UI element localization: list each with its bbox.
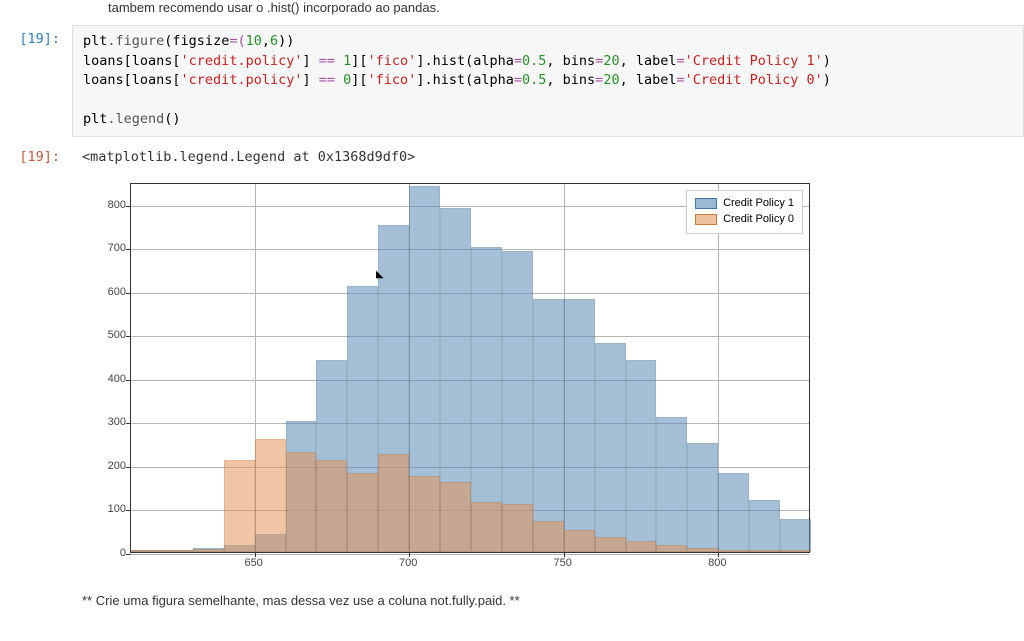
legend-label: Credit Policy 0 bbox=[723, 211, 794, 228]
hist-bar bbox=[162, 550, 193, 552]
hist-bar bbox=[502, 504, 533, 552]
output-repr: <matplotlib.legend.Legend at 0x1368d9df0… bbox=[72, 143, 1024, 171]
hist-bar bbox=[533, 521, 564, 551]
y-tick-label: 0 bbox=[86, 547, 126, 559]
y-tick-label: 400 bbox=[86, 373, 126, 385]
output-cell: [19]: <matplotlib.legend.Legend at 0x136… bbox=[0, 143, 1024, 171]
legend: Credit Policy 1 Credit Policy 0 bbox=[686, 190, 803, 234]
hist-bar bbox=[718, 473, 749, 551]
hist-bar bbox=[564, 530, 595, 552]
markdown-instruction: ** Crie uma figura semelhante, mas dessa… bbox=[82, 593, 1024, 608]
hist-bar bbox=[316, 460, 347, 551]
hist-bar bbox=[131, 550, 162, 552]
input-prompt: [19]: bbox=[0, 25, 72, 53]
hist-bar bbox=[626, 360, 657, 552]
hist-bar bbox=[347, 473, 378, 551]
y-tick-label: 100 bbox=[86, 503, 126, 515]
x-tick-label: 700 bbox=[399, 557, 417, 569]
hist-bar bbox=[255, 439, 286, 552]
hist-bar bbox=[409, 476, 440, 552]
y-tick-label: 200 bbox=[86, 460, 126, 472]
hist-bar bbox=[687, 548, 718, 551]
hist-bar bbox=[749, 500, 780, 552]
hist-bar bbox=[656, 417, 687, 552]
legend-label: Credit Policy 1 bbox=[723, 195, 794, 212]
hist-bar bbox=[286, 452, 317, 552]
y-tick-label: 700 bbox=[86, 242, 126, 254]
hist-bar bbox=[780, 550, 811, 552]
x-tick-label: 800 bbox=[708, 557, 726, 569]
hist-bar bbox=[224, 460, 255, 551]
hist-bar bbox=[193, 549, 224, 552]
y-tick-label: 300 bbox=[86, 416, 126, 428]
code-editor[interactable]: plt.figure(figsize=(10,6)) loans[loans['… bbox=[72, 25, 1024, 137]
y-tick-label: 500 bbox=[86, 329, 126, 341]
hist-bar bbox=[471, 502, 502, 552]
legend-item-1: Credit Policy 1 bbox=[695, 195, 794, 212]
hist-bar bbox=[687, 443, 718, 552]
gridline-h bbox=[131, 554, 809, 555]
plot-area: Credit Policy 1 Credit Policy 0 ◣ bbox=[130, 183, 810, 553]
hist-bar bbox=[378, 454, 409, 552]
hist-bar bbox=[595, 537, 626, 552]
hist-bar bbox=[440, 482, 471, 552]
chart-output: Credit Policy 1 Credit Policy 0 ◣ 0 100 20… bbox=[82, 177, 1024, 577]
y-tick-label: 800 bbox=[86, 199, 126, 211]
hist-bar bbox=[533, 299, 564, 551]
output-prompt: [19]: bbox=[0, 143, 72, 171]
histogram-figure: Credit Policy 1 Credit Policy 0 ◣ 0 100 20… bbox=[82, 177, 822, 577]
hist-bar bbox=[595, 343, 626, 552]
hist-bar bbox=[564, 299, 595, 551]
legend-swatch-icon bbox=[695, 214, 717, 225]
markdown-text: tambem recomendo usar o .hist() incorpor… bbox=[0, 0, 1024, 25]
y-tick-label: 600 bbox=[86, 286, 126, 298]
x-tick-label: 650 bbox=[244, 557, 262, 569]
hist-bar bbox=[626, 541, 657, 552]
legend-swatch-icon bbox=[695, 198, 717, 209]
hist-bar bbox=[656, 545, 687, 552]
x-tick-label: 750 bbox=[554, 557, 572, 569]
hist-bar bbox=[749, 550, 780, 552]
legend-item-0: Credit Policy 0 bbox=[695, 211, 794, 228]
hist-bar bbox=[780, 519, 811, 552]
hist-bar bbox=[718, 550, 749, 552]
input-cell: [19]: plt.figure(figsize=(10,6)) loans[l… bbox=[0, 25, 1024, 137]
